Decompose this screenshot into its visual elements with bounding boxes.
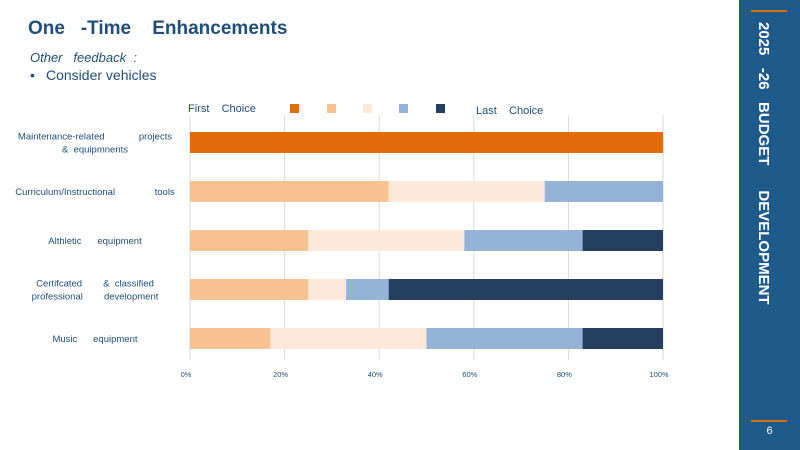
- x-tick-label: 20%: [273, 370, 288, 379]
- bar-segment: [190, 181, 389, 202]
- bar-segment: [464, 230, 583, 251]
- x-tick-label: 80%: [557, 370, 572, 379]
- bar-segment: [346, 279, 389, 300]
- bar-segment: [308, 230, 465, 251]
- sidebar-accent-top: [751, 10, 787, 12]
- x-tick-label: 100%: [649, 370, 669, 379]
- legend-swatch: [363, 104, 372, 113]
- bar-segment: [582, 328, 663, 349]
- stacked-bar-chart: 0% 20% 40% 60% 80% 100% Maintenance-related pr…: [15, 103, 669, 379]
- slide-title: One -Time Enhancements: [28, 18, 288, 39]
- bar-segment: [190, 279, 309, 300]
- page-number: 6: [766, 425, 773, 437]
- bar-segment: [582, 230, 663, 251]
- bar-segment: [190, 132, 663, 153]
- bar-segment: [426, 328, 583, 349]
- subtitle: Other feedback :: [30, 50, 137, 65]
- category-label: Curriculum/Instructional tools: [15, 187, 175, 198]
- bar-segment: [190, 328, 271, 349]
- bar-segment: [388, 181, 545, 202]
- legend-swatch: [327, 104, 336, 113]
- legend-swatch: [436, 104, 445, 113]
- legend-first-label: First Choice: [188, 103, 256, 115]
- bar-segment: [270, 328, 427, 349]
- legend-swatch: [290, 104, 299, 113]
- bullet-item: • Consider vehicles: [30, 67, 157, 83]
- category-label: Certifcated & classified: [36, 279, 154, 290]
- category-label: Maintenance-related projects: [18, 132, 172, 143]
- category-label: Althletic equipment: [48, 236, 142, 247]
- bar-segment: [190, 230, 309, 251]
- sidebar-title: 2025 -26 BUDGET DEVELOPMENT: [755, 22, 772, 305]
- category-label: professional development: [32, 292, 159, 303]
- bar-segment: [388, 279, 663, 300]
- category-label: Music equipment: [52, 334, 137, 345]
- x-tick-label: 0%: [181, 370, 192, 379]
- bullet-dot: •: [30, 67, 35, 83]
- legend-last-label: Last Choice: [476, 105, 543, 117]
- sidebar: 2025 -26 BUDGET DEVELOPMENT 6: [739, 0, 800, 450]
- sidebar-accent-bottom: [751, 420, 787, 422]
- bar-segment: [308, 279, 347, 300]
- bullet-text: Consider vehicles: [46, 67, 157, 83]
- bar-segment: [544, 181, 663, 202]
- legend-swatch: [399, 104, 408, 113]
- x-tick-label: 60%: [462, 370, 477, 379]
- category-label: & equipmnents: [62, 145, 128, 156]
- x-tick-label: 40%: [368, 370, 383, 379]
